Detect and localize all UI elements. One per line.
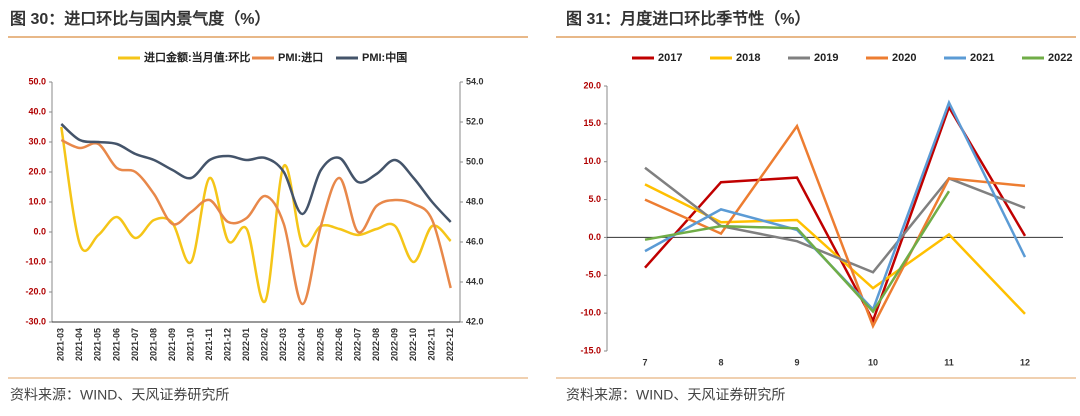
y-tick-label: 40.0 [28, 106, 46, 116]
x-tick-label: 2022-08 [371, 328, 381, 361]
y-tick-label: 0.0 [588, 232, 601, 242]
x-tick-label: 11 [944, 357, 954, 367]
y-tick-label: 0.0 [33, 226, 46, 236]
y-tick-label: -10.0 [580, 308, 601, 318]
x-tick-label: 2022-04 [297, 328, 307, 361]
y2-tick-label: 54.0 [466, 76, 484, 86]
x-tick-label: 2021-03 [56, 328, 66, 361]
series-line [60, 123, 452, 223]
x-tick-label: 2021-10 [185, 328, 195, 361]
legend-label: PMI:进口 [278, 50, 323, 64]
x-tick-label: 2021-05 [93, 328, 103, 361]
series-line [60, 126, 452, 304]
legend-label: 2017 [658, 52, 682, 64]
x-tick-label: 8 [718, 357, 723, 367]
y2-tick-label: 52.0 [466, 116, 484, 126]
source: 资料来源：WIND、天风证券研究所 [566, 387, 785, 403]
x-tick-label: 2021-12 [223, 328, 233, 361]
x-tick-label: 2021-11 [204, 328, 214, 361]
legend-label: 2021 [970, 52, 994, 64]
x-tick-label: 2021-06 [111, 328, 121, 361]
y-tick-label: 50.0 [28, 76, 46, 86]
y-tick-label: 10.0 [583, 156, 601, 166]
legend-label: 2018 [736, 52, 760, 64]
x-tick-label: 2022-06 [334, 328, 344, 361]
x-tick-label: 2022-07 [352, 328, 362, 361]
series-line [60, 138, 452, 306]
y2-tick-label: 42.0 [466, 316, 484, 326]
chart-title: 图 30：进口环比与国内景气度（%） [10, 9, 270, 28]
x-tick-label: 9 [794, 357, 799, 367]
y-tick-label: -30.0 [25, 316, 46, 326]
x-tick-label: 2022-09 [389, 328, 399, 361]
x-tick-label: 7 [642, 357, 647, 367]
x-tick-label: 2022-11 [427, 328, 437, 361]
x-tick-label: 2022-02 [260, 328, 270, 361]
x-tick-label: 2022-12 [445, 328, 455, 361]
x-tick-label: 2021-09 [167, 328, 177, 361]
series-line [644, 99, 1027, 312]
y2-tick-label: 46.0 [466, 236, 484, 246]
x-tick-label: 2022-03 [278, 328, 288, 361]
y-tick-label: 5.0 [588, 194, 601, 204]
x-tick-label: 2022-05 [315, 328, 325, 361]
x-tick-label: 2021-07 [130, 328, 140, 361]
chart-title: 图 31：月度进口环比季节性（%） [566, 9, 810, 28]
y-tick-label: 10.0 [28, 196, 46, 206]
y-tick-label: 30.0 [28, 136, 46, 146]
y-tick-label: -5.0 [585, 270, 601, 280]
x-tick-label: 2021-04 [74, 328, 84, 361]
legend-label: 2022 [1048, 52, 1072, 64]
x-tick-label: 2022-10 [408, 328, 418, 361]
y2-tick-label: 50.0 [466, 156, 484, 166]
y2-tick-label: 44.0 [466, 276, 484, 286]
series-line [644, 190, 951, 314]
y-tick-label: 20.0 [583, 80, 601, 90]
legend-label: 进口金额:当月值:环比 [144, 50, 250, 64]
legend-label: 2020 [892, 52, 916, 64]
source: 资料来源：WIND、天风证券研究所 [10, 387, 229, 403]
x-tick-label: 12 [1020, 357, 1030, 367]
y-tick-label: -20.0 [25, 286, 46, 296]
y-tick-label: -15.0 [580, 345, 601, 355]
x-tick-label: 2022-01 [241, 328, 251, 361]
y-tick-label: -10.0 [25, 256, 46, 266]
y-tick-label: 15.0 [583, 118, 601, 128]
series-line [644, 123, 1026, 330]
y2-tick-label: 48.0 [466, 196, 484, 206]
legend-label: 2019 [814, 52, 838, 64]
y-tick-label: 20.0 [28, 166, 46, 176]
x-tick-label: 2021-08 [148, 328, 158, 361]
legend-label: PMI:中国 [362, 50, 407, 64]
x-tick-label: 10 [868, 357, 878, 367]
